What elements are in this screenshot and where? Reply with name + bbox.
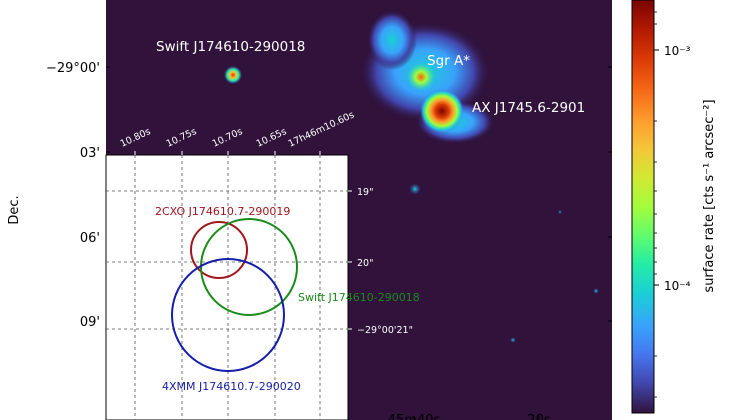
inset-label-swift: Swift J174610-290018 bbox=[298, 291, 420, 304]
faint-source-blob bbox=[558, 210, 562, 214]
x-tick-label: 20s bbox=[527, 413, 551, 420]
source-label-swift: Swift J174610-290018 bbox=[156, 39, 305, 55]
inset-label-4xmm: 4XMM J174610.7-290020 bbox=[162, 380, 301, 393]
x-tick-label: 45m40s bbox=[388, 413, 441, 420]
inset-tick-marks bbox=[134, 151, 352, 330]
colorbar-minor-ticks bbox=[654, 11, 657, 398]
inset-background bbox=[105, 154, 349, 420]
inset-grid bbox=[106, 155, 348, 420]
faint-source-blob bbox=[593, 288, 599, 294]
inset-label-2cxo: 2CXO J174610.7-290019 bbox=[155, 205, 290, 218]
ax-j1745-source bbox=[420, 89, 464, 133]
inset-y-tick-label: 20" bbox=[357, 258, 373, 269]
source-label-sgr-a: Sgr A* bbox=[427, 53, 470, 69]
inset-y-tick-label: 19" bbox=[357, 187, 373, 198]
colorbar-tick-label: 10⁻³ bbox=[664, 44, 691, 58]
y-tick-label: 03' bbox=[80, 146, 100, 161]
swift-source-blob bbox=[224, 66, 242, 84]
error-circle-swift bbox=[200, 218, 298, 316]
y-axis-label: Dec. bbox=[7, 195, 22, 224]
colorbar-label: surface rate [cts s⁻¹ arcsec⁻²] bbox=[702, 99, 717, 292]
diffuse-emission-lobe bbox=[367, 10, 417, 70]
colorbar-tick-label: 10⁻⁴ bbox=[664, 279, 691, 293]
faint-source-blob bbox=[510, 337, 516, 343]
y-tick-label: −29°00' bbox=[46, 61, 100, 76]
faint-source-blob bbox=[409, 183, 421, 195]
colorbar-gradient bbox=[631, 0, 655, 414]
inset-panel: 10.80s 10.75s 10.70s 10.65s 17h46m10.60s… bbox=[105, 109, 420, 420]
error-circle-4xmm bbox=[171, 258, 285, 372]
source-label-ax: AX J1745.6-2901 bbox=[472, 100, 585, 116]
inset-y-tick-label: −29°00'21" bbox=[357, 325, 413, 336]
sgr-a-star-blob bbox=[407, 63, 435, 91]
error-circle-2cxo bbox=[190, 221, 248, 279]
colorbar: 10⁻³ 10⁻⁴ surface rate [cts s⁻¹ arcsec⁻²… bbox=[631, 0, 717, 414]
y-tick-label: 06' bbox=[80, 231, 100, 246]
y-tick-label: 09' bbox=[80, 315, 100, 330]
